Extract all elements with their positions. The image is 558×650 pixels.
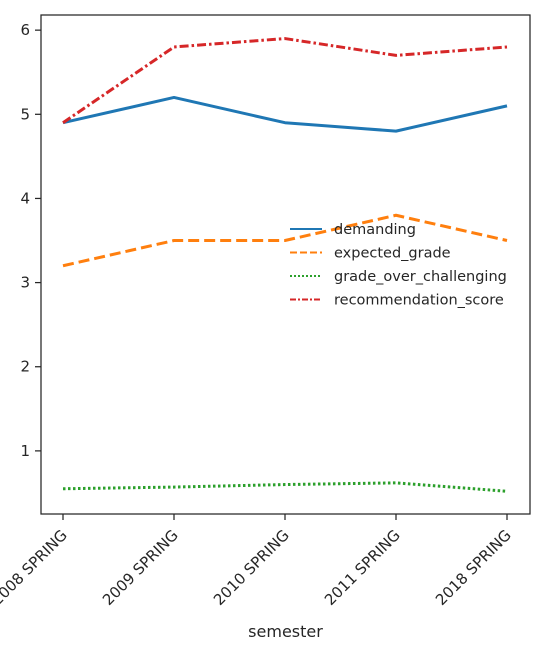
series-line-grade-over-challenging: [62, 481, 508, 493]
series-line-demanding: [62, 95, 508, 133]
legend: demanding expected_grade grade_over_challe…: [290, 222, 507, 309]
y-tick-label: 5: [20, 105, 30, 123]
series-layer: [62, 37, 508, 493]
x-axis-label: semester: [248, 622, 323, 641]
y-tick-label: 2: [20, 358, 30, 376]
x-tick-label: 2011 SPRING: [321, 526, 404, 609]
x-tick-label: 2010 SPRING: [210, 526, 293, 609]
x-axis: 2008 SPRING 2009 SPRING 2010 SPRING 2011 SP…: [0, 514, 515, 609]
series-line-recommendation-score: [62, 37, 508, 124]
y-axis: 1 2 3 4 5 6: [20, 21, 41, 460]
y-tick-label: 4: [20, 189, 30, 207]
x-tick-label: 2008 SPRING: [0, 526, 71, 609]
legend-entry-label: recommendation_score: [334, 293, 504, 309]
legend-entry-label: expected_grade: [334, 246, 451, 262]
plot-frame: [40, 14, 531, 515]
y-tick-label: 3: [20, 274, 30, 292]
series-line-expected-grade: [62, 213, 508, 268]
x-tick-label: 2018 SPRING: [432, 526, 515, 609]
legend-entry-label: demanding: [334, 222, 416, 238]
y-tick-label: 6: [20, 21, 30, 39]
x-tick-label: 2009 SPRING: [99, 526, 182, 609]
legend-entry-label: grade_over_challenging: [334, 269, 507, 285]
y-tick-label: 1: [20, 442, 30, 460]
